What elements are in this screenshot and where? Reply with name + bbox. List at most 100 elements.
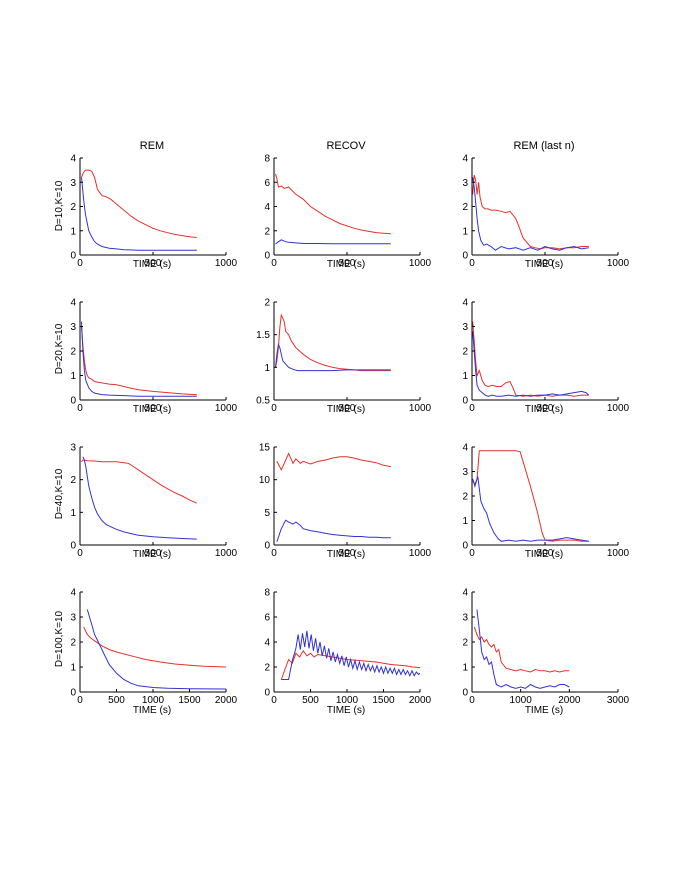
y-tick-label: 5: [264, 508, 270, 519]
y-tick-label: 3: [462, 467, 468, 478]
series-line-blue: [82, 456, 197, 540]
x-axis-label: TIME (s): [133, 404, 171, 415]
x-tick-label: 500: [302, 695, 319, 706]
x-tick-label: 2000: [558, 695, 581, 706]
x-tick-label: 500: [108, 695, 125, 706]
panel-r1-c0: 0 500 1000 0 1 2 3 4: [70, 298, 237, 415]
x-tick-label: 1000: [607, 548, 630, 559]
series-line-red: [81, 459, 198, 504]
x-axis-label: TIME (s): [525, 705, 563, 716]
x-axis-label: TIME (s): [327, 259, 365, 270]
x-tick-label: 1000: [142, 695, 165, 706]
y-tick-label: 4: [70, 298, 76, 309]
series-line-blue: [81, 321, 197, 397]
x-tick-label: 1500: [178, 695, 201, 706]
y-tick-label: 1: [70, 371, 76, 382]
y-tick-label: 3: [70, 178, 76, 189]
y-tick-label: 1: [264, 363, 270, 374]
series-line-blue: [275, 239, 391, 245]
panel-r3-c0: 0 500 1000 1500 2000 0 1 2 3 4: [70, 588, 237, 707]
y-tick-label: 0: [462, 541, 468, 552]
x-tick-label: 0: [77, 548, 83, 559]
x-tick-label: 0: [77, 258, 83, 269]
series-line-red: [81, 169, 197, 238]
x-tick-label: 1500: [372, 695, 395, 706]
x-tick-label: 1000: [409, 403, 432, 414]
x-tick-label: 500: [537, 403, 554, 414]
y-tick-label: 2: [70, 202, 76, 213]
x-tick-label: 0: [271, 695, 277, 706]
y-tick-label: 3: [70, 613, 76, 624]
y-tick-label: 3: [70, 322, 76, 333]
x-tick-label: 1000: [215, 258, 238, 269]
y-tick-label: 2: [264, 298, 270, 309]
y-tick-label: 2: [462, 202, 468, 213]
x-tick-label: 500: [339, 258, 356, 269]
y-tick-label: 0: [462, 251, 468, 262]
x-tick-label: 500: [145, 548, 162, 559]
panel-r0-c1: 0 500 1000 0 2 4 6 8: [264, 154, 431, 270]
y-tick-label: 6: [264, 178, 270, 189]
y-tick-label: 4: [264, 638, 270, 649]
y-tick-label: 2: [264, 226, 270, 237]
series-line-red: [472, 321, 589, 397]
x-tick-label: 1000: [336, 695, 359, 706]
series-line-red: [280, 649, 420, 680]
row-label-d100: D=100,K=10: [54, 610, 65, 667]
row-label-d40: D=40,K=10: [54, 468, 65, 519]
x-tick-label: 1000: [607, 258, 630, 269]
series-line-red: [83, 626, 226, 668]
series-line-red: [275, 173, 391, 235]
y-tick-label: 2: [462, 638, 468, 649]
x-tick-label: 2000: [409, 695, 432, 706]
y-tick-label: 2: [462, 492, 468, 503]
y-tick-label: 3: [70, 443, 76, 454]
x-tick-label: 1000: [510, 695, 533, 706]
series-line-blue: [276, 519, 391, 542]
y-tick-label: 6: [264, 613, 270, 624]
series-line-red: [472, 174, 589, 250]
x-tick-label: 0: [469, 695, 475, 706]
x-tick-label: 1000: [607, 403, 630, 414]
panel-r0-c2: 0 500 1000 0 1 2 3 4: [462, 154, 629, 270]
x-tick-label: 0: [469, 548, 475, 559]
y-tick-label: 1: [70, 226, 76, 237]
panel-r0-c0: 0 500 1000 0 1 2 3 4: [70, 154, 237, 270]
y-tick-label: 2: [462, 347, 468, 358]
x-tick-label: 500: [339, 403, 356, 414]
y-tick-label: 1: [462, 663, 468, 674]
x-tick-label: 500: [145, 403, 162, 414]
x-tick-label: 1000: [215, 403, 238, 414]
y-tick-label: 1: [462, 516, 468, 527]
y-tick-label: 0: [264, 251, 270, 262]
x-tick-label: 3000: [607, 695, 630, 706]
y-tick-label: 4: [70, 588, 76, 599]
x-tick-label: 500: [537, 548, 554, 559]
y-tick-label: 10: [259, 475, 271, 486]
y-tick-label: 0: [462, 688, 468, 699]
row-label-d10: D=10,K=10: [54, 180, 65, 231]
y-tick-label: 2: [70, 475, 76, 486]
y-tick-label: 2: [70, 347, 76, 358]
x-axis-label: TIME (s): [133, 549, 171, 560]
x-axis-label: TIME (s): [525, 549, 563, 560]
y-tick-label: 3: [462, 322, 468, 333]
panel-r2-c2: 0 500 1000 0 1 2 3 4: [462, 443, 629, 560]
y-tick-label: 1.5: [256, 330, 270, 341]
x-axis-label: TIME (s): [327, 705, 365, 716]
y-tick-label: 0: [70, 396, 76, 407]
series-line-red: [472, 450, 589, 542]
y-tick-label: 0.5: [256, 396, 270, 407]
x-tick-label: 500: [339, 548, 356, 559]
series-line-blue: [275, 342, 391, 372]
x-axis-label: TIME (s): [525, 404, 563, 415]
y-tick-label: 0: [70, 688, 76, 699]
panel-r3-c2: 0 1000 2000 3000 0 1 2 3 4: [462, 588, 629, 707]
panel-r1-c2: 0 500 1000 0 1 2 3 4: [462, 298, 629, 415]
panel-r2-c0: 0 500 1000 0 1 2 3: [70, 443, 237, 560]
y-tick-label: 0: [462, 396, 468, 407]
x-tick-label: 0: [77, 403, 83, 414]
y-tick-label: 15: [259, 443, 271, 454]
